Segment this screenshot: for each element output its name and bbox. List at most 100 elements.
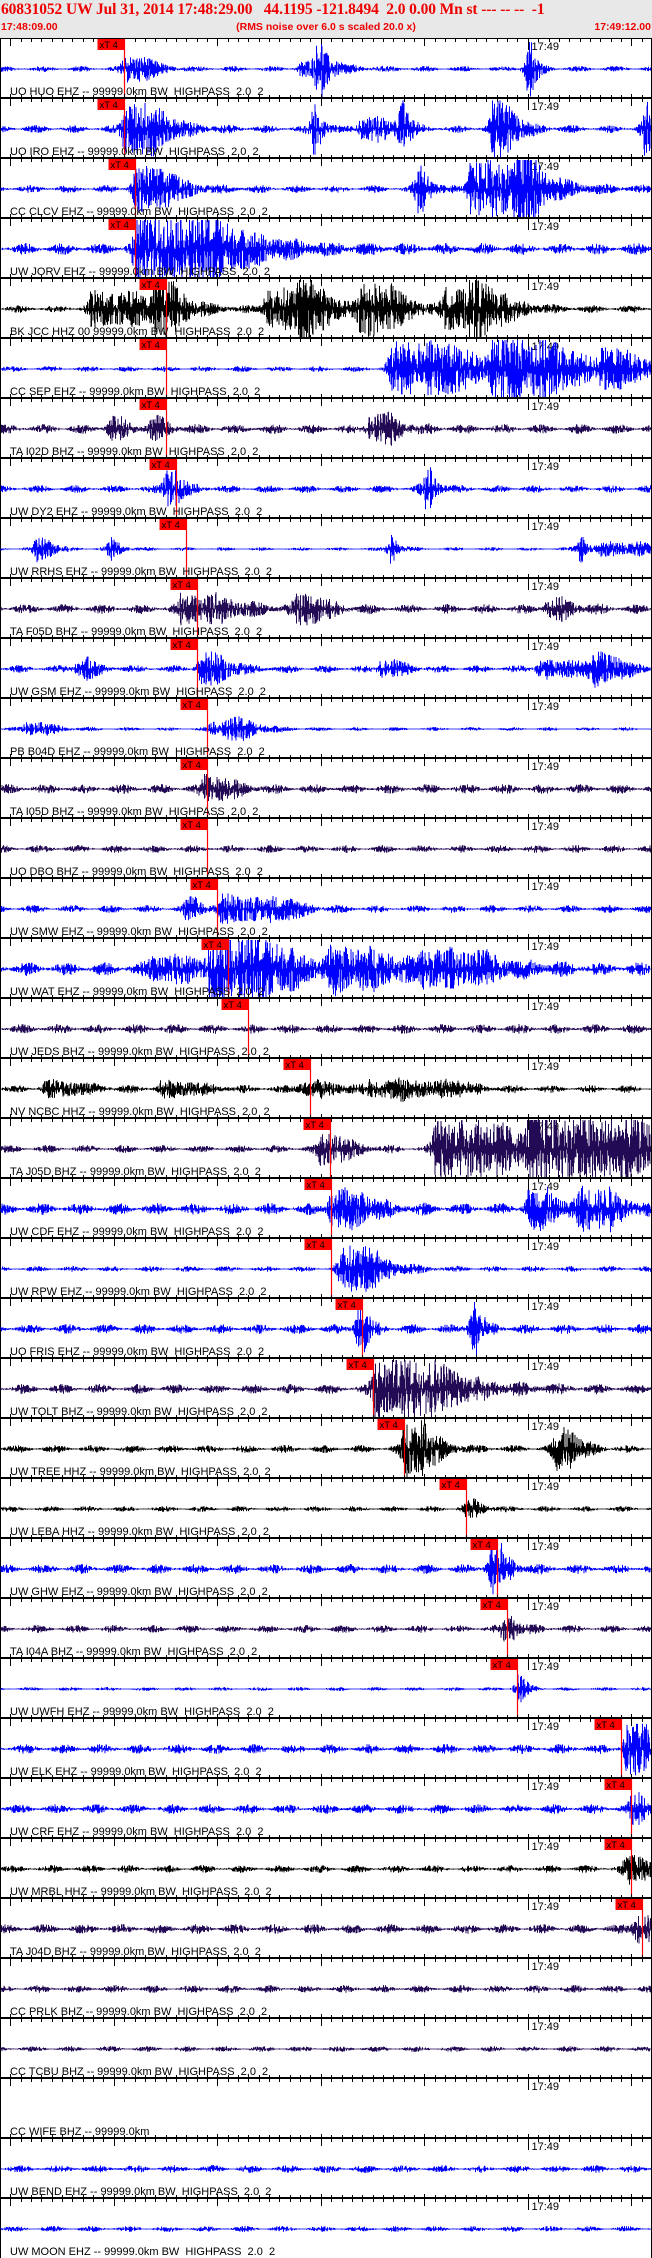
minute-tick-label: 17:49 [532,281,560,293]
pick-label: xT 4 [380,1420,398,1431]
minute-tick-label: 17:49 [532,1721,560,1733]
trace-panel: 17:49 UW MOON EHZ -- 99999.0km BW HIGHPAS… [0,2194,652,2258]
seismogram-trace [0,1077,651,1102]
station-label: UW RRHS EHZ -- 99999.0km BW HIGHPASS 2.0… [10,566,272,578]
trace-panel: 17:49 xT 4 UW DY2 EHZ -- 99999.0km BW HIGH… [0,454,652,518]
trace-panel: 17:49 xT 4 UW CRF EHZ -- 99999.0km BW HIGH… [0,1774,652,1838]
trace-panel: 17:49 xT 4 UO FRIS EHZ -- 99999.0km BW HIG… [0,1294,652,1358]
pick-label: xT 4 [224,1000,242,1011]
trace-panel: 17:49 xT 4 UW SMW EHZ -- 99999.0km BW HIGH… [0,874,652,938]
pick-flag [470,1539,498,1550]
seismogram-trace [0,1616,651,1642]
minute-tick-label: 17:49 [532,401,560,413]
pick-flag [190,879,218,890]
trace-panel: 17:49 xT 4 UW RRHS EHZ -- 99999.0km BW HIG… [0,514,652,578]
pick-flag [149,459,177,470]
pick-label: xT 4 [142,400,160,411]
trace-panel: 17:49 xT 4 UW WAT EHZ -- 99999.0km BW HIGH… [0,934,652,998]
trace-panel: 17:49 xT 4 UO IRO EHZ -- 99999.0km BW HIGH… [0,94,652,158]
seismogram-trace [0,716,651,741]
station-label: UW TREE HHZ -- 99999.0km BW HIGHPASS 2.0… [10,1466,271,1478]
seismogram-trace [0,651,651,688]
pick-label: xT 4 [493,1660,511,1671]
seismogram-trace [0,893,651,924]
minute-tick-label: 17:49 [532,221,560,233]
pick-flag [139,399,167,410]
minute-tick-label: 17:49 [532,1421,560,1433]
station-label: UW WAT EHZ -- 99999.0km BW HIGHPASS 2.0 … [10,986,264,998]
pick-label: xT 4 [483,1600,501,1611]
pick-label: xT 4 [173,640,191,651]
minute-tick-label: 17:49 [532,1841,560,1853]
seismogram-trace [0,1360,651,1418]
trace-panel: 17:49 xT 4 TA I05D BHZ -- 99999.0km BW HIG… [0,754,652,818]
minute-tick-label: 17:49 [532,1961,560,1973]
seismogram-trace [0,1024,651,1034]
seismogram-trace [0,1498,651,1518]
seismogram-trace [0,340,651,398]
station-label: UW CRF EHZ -- 99999.0km BW HIGHPASS 2.0 … [10,1826,263,1838]
pick-label: xT 4 [142,280,160,291]
station-label: UW UWFH EHZ -- 99999.0km BW HIGHPASS 2.0… [10,1706,274,1718]
seismogram-trace [0,220,651,278]
pick-label: xT 4 [183,760,201,771]
seismogram-trace [0,1185,651,1233]
station-label: PB B04D EHZ -- 99999.0km BW HIGHPASS 2.0… [10,746,265,758]
station-label: UO IRO EHZ -- 99999.0km BW HIGHPASS 2.0 … [10,146,259,158]
pick-label: xT 4 [173,580,191,591]
seismogram-trace [0,1543,651,1595]
trace-panel: 17:49 xT 4 UW MRBL HHZ -- 99999.0km BW HIG… [0,1834,652,1898]
minute-tick-label: 17:49 [532,1481,560,1493]
trace-panel: 17:49 xT 4 TA I04A BHZ -- 99999.0km BW HIG… [0,1594,652,1658]
minute-tick-label: 17:49 [532,1301,560,1313]
minute-tick-label: 17:49 [532,1901,560,1913]
pick-label: xT 4 [193,880,211,891]
seismogram-trace [0,774,651,802]
trace-panel: 17:49 CC TCBU BHZ -- 99999.0km BW HIGHPAS… [0,2014,652,2078]
minute-tick-label: 17:49 [532,1601,560,1613]
minute-tick-label: 17:49 [532,761,560,773]
seismogram-trace [0,467,651,510]
trace-panel: 17:49 xT 4UW ELK EHZ -- 99999.0km BW HIGH… [0,1714,652,1778]
station-label: UW DY2 EHZ -- 99999.0km BW HIGHPASS 2.0 … [10,506,262,518]
pick-label: xT 4 [152,460,170,471]
station-label: UW MRBL HHZ -- 99999.0km BW HIGHPASS 2.0… [10,1886,272,1898]
station-label: UO DBO BHZ -- 99999.0km BW HIGHPASS 2.0 … [10,866,263,878]
minute-tick-label: 17:49 [532,461,560,473]
trace-panel: 17:49 xT 4 UO HUO EHZ -- 99999.0km BW HIGH… [0,34,652,98]
station-label: UW JORV EHZ -- 99999.0km BW HIGHPASS 2.0… [10,266,270,278]
minute-tick-label: 17:49 [532,881,560,893]
station-label: UW RPW EHZ -- 99999.0km BW HIGHPASS 2.0 … [10,1286,267,1298]
station-label: UW GHW EHZ -- 99999.0km BW HIGHPASS 2.0 … [10,1586,268,1598]
pick-flag [170,639,198,650]
trace-panel: 17:49 xT 4 CC CLCV EHZ -- 99999.0km BW HIG… [0,154,652,218]
pick-flag [615,1899,643,1910]
pick-label: xT 4 [349,1360,367,1371]
trace-panels: 17:49 xT 4 UO HUO EHZ -- 99999.0km BW HIGH… [0,34,652,2258]
minute-tick-label: 17:49 [532,1661,560,1673]
pick-label: xT 4 [607,1780,625,1791]
trace-panel: 17:49 xT 4 TA F05D BHZ -- 99999.0km BW HIG… [0,574,652,638]
station-label: TA F05D BHZ -- 99999.0km BW HIGHPASS 2.0… [10,626,262,638]
pick-flag [304,1239,332,1250]
station-label: UW LEBA HHZ -- 99999.0km BW HIGHPASS 2.0… [10,1526,269,1538]
station-label: BK JCC HHZ 00 99999.0km BW HIGHPASS 2.0 … [10,326,264,338]
pick-label: xT 4 [306,1120,324,1131]
pick-flag [283,1059,311,1070]
minute-tick-label: 17:49 [532,1541,560,1553]
seismogram-trace [0,535,651,564]
trace-panel: 17:49 xT 4 UW RPW EHZ -- 99999.0km BW HIGH… [0,1234,652,1298]
pick-label: xT 4 [597,1720,615,1731]
pick-flag [108,219,136,230]
station-label: UW GSM EHZ -- 99999.0km BW HIGHPASS 2.0 … [10,686,266,698]
seismogram-trace [0,1855,651,1885]
station-label: UO HUO EHZ -- 99999.0km BW HIGHPASS 2.0 … [10,86,263,98]
pick-flag [304,1179,332,1190]
trace-panel: 17:49 xT 4 UW TOLT BHZ -- 99999.0km BW HIG… [0,1354,652,1418]
minute-tick-label: 17:49 [532,101,560,113]
pick-label: xT 4 [442,1480,460,1491]
seismogram-trace [0,940,651,998]
station-label: CC PRLK BHZ -- 99999.0km BW HIGHPASS 2.0… [10,2006,267,2018]
seismogram-trace [0,1120,651,1178]
